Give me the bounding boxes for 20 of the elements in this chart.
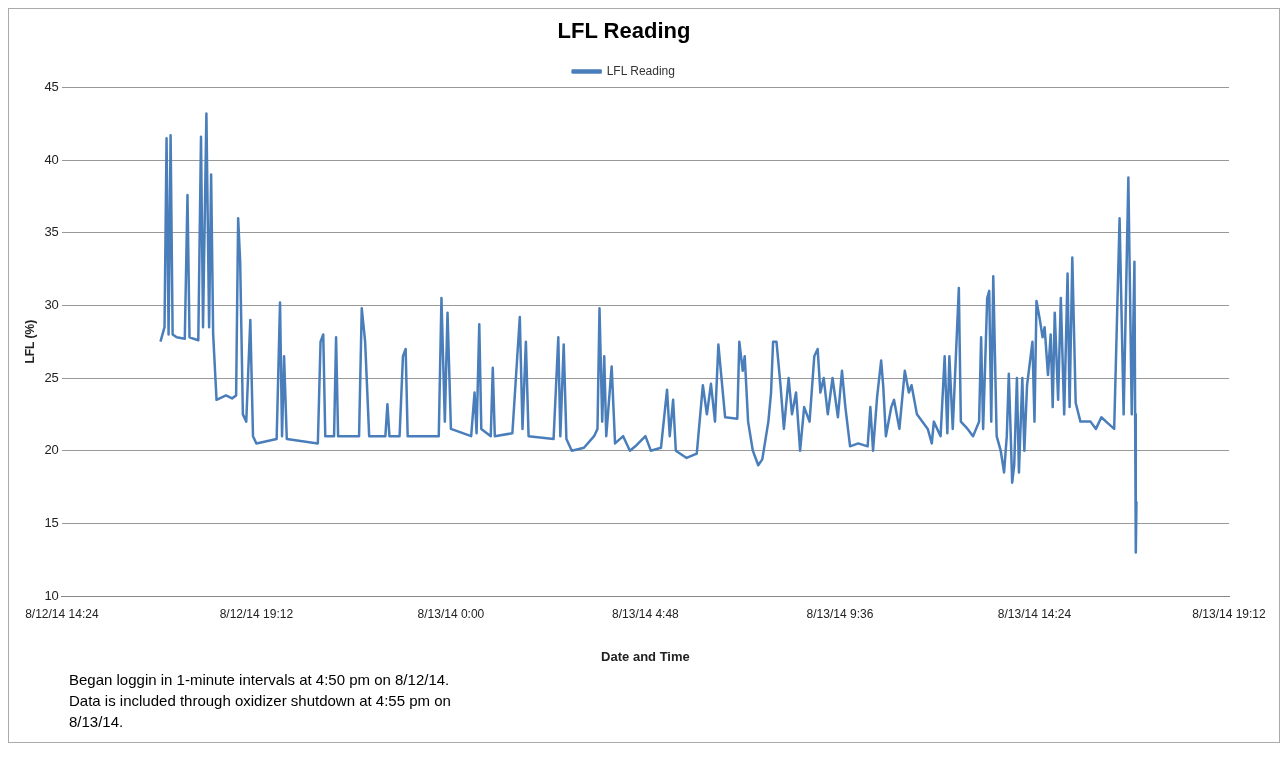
y-tick-label: 30 [44,296,59,312]
y-tick-label: 25 [44,369,59,385]
chart-title: LFL Reading [557,18,691,44]
text: Began loggin in 1-minute intervals at 4:50 pm on 8/12/14. Data is included through oxidizer shutdown at 4:55 pm on 8/13/14. [69,670,452,732]
y-tick-label: 45 [44,78,59,94]
x-tick-label: 8/13/14 0:00 [417,606,485,621]
legend-label: LFL Reading [606,63,675,78]
x-tick-label: 8/13/14 19:12 [1192,606,1267,621]
x-tick-label: 8/13/14 4:48 [612,606,680,621]
y-tick-label: 35 [44,224,59,240]
y-axis-title: LFL (%) [22,319,37,364]
y-tick-label: 10 [44,587,59,603]
x-tick-label: 8/12/14 14:24 [25,606,99,621]
x-tick-label: 8/12/14 19:12 [219,606,294,621]
x-axis-title: Date and Time [601,648,690,664]
y-tick-label: 15 [44,514,59,530]
y-tick-label: 20 [44,442,59,458]
y-tick-label: 40 [44,151,59,167]
x-tick-label: 8/13/14 9:36 [806,606,874,621]
x-tick-label: 8/13/14 14:24 [997,606,1072,621]
